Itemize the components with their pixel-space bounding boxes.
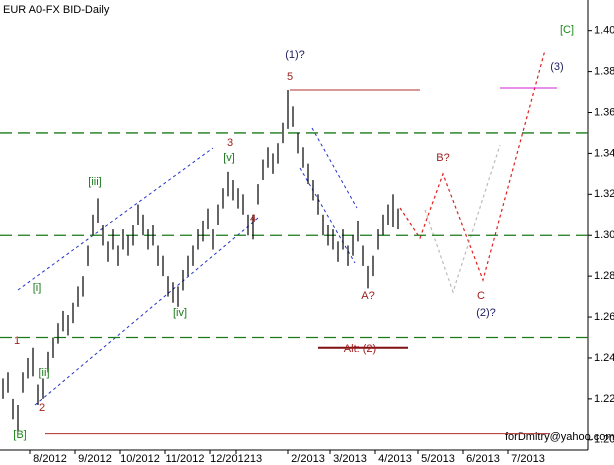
wave-label: (2)?	[476, 307, 496, 319]
alt-forecast-path	[424, 144, 501, 294]
wave-label: [iv]	[173, 307, 187, 319]
forecast-path	[399, 49, 546, 282]
x-tick-label: 6/2013	[466, 453, 500, 465]
wave-label: A?	[361, 290, 374, 302]
wave-label: 3	[227, 137, 233, 149]
y-tick-label: 1.40	[594, 25, 614, 37]
x-tick-label: 5/2013	[421, 453, 455, 465]
wave-label: Alt: (2)	[344, 343, 376, 355]
chart-title: EUR A0-FX BID-Daily	[3, 4, 110, 16]
x-tick-label: 3/2013	[333, 453, 367, 465]
y-tick-label: 1.24	[594, 352, 614, 364]
y-tick-label: 1.30	[594, 229, 614, 241]
x-tick-label: 7/2013	[511, 453, 545, 465]
wave-label: C	[477, 290, 485, 302]
wave-label: 5	[287, 71, 293, 83]
y-tick-label: 1.20	[594, 434, 614, 446]
wave-label: (3)	[550, 61, 563, 73]
wave-label: [C]	[560, 24, 574, 36]
x-tick-label: 11/2012	[166, 453, 205, 465]
x-tick-label: 13	[250, 453, 262, 465]
wave-label: [ii]	[39, 367, 50, 379]
y-tick-label: 1.22	[594, 393, 614, 405]
wave-label: [i]	[33, 282, 42, 294]
wave-label: (1)?	[285, 49, 305, 61]
x-tick-label: 4/2013	[378, 453, 412, 465]
y-tick-label: 1.26	[594, 311, 614, 323]
y-tick-label: 1.38	[594, 65, 614, 77]
wave-label: 2	[39, 402, 45, 414]
wave-label: B?	[436, 152, 449, 164]
y-tick-label: 1.32	[594, 188, 614, 200]
wave-label: 1	[14, 335, 20, 347]
wave-label: [v]	[223, 152, 235, 164]
x-tick-label: 9/2012	[78, 453, 112, 465]
x-tick-label: 12/2012	[210, 453, 250, 465]
y-tick-label: 1.36	[594, 106, 614, 118]
x-tick-label: 10/2012	[120, 453, 160, 465]
wave-label: [iii]	[88, 176, 101, 188]
wave-label: 4	[250, 213, 256, 225]
channels	[17, 127, 358, 406]
x-tick-label: 2/2013	[291, 453, 325, 465]
y-tick-label: 1.28	[594, 270, 614, 282]
y-tick-label: 1.34	[594, 147, 614, 159]
wave-label: [B]	[13, 429, 26, 441]
x-tick-label: 8/2012	[33, 453, 67, 465]
